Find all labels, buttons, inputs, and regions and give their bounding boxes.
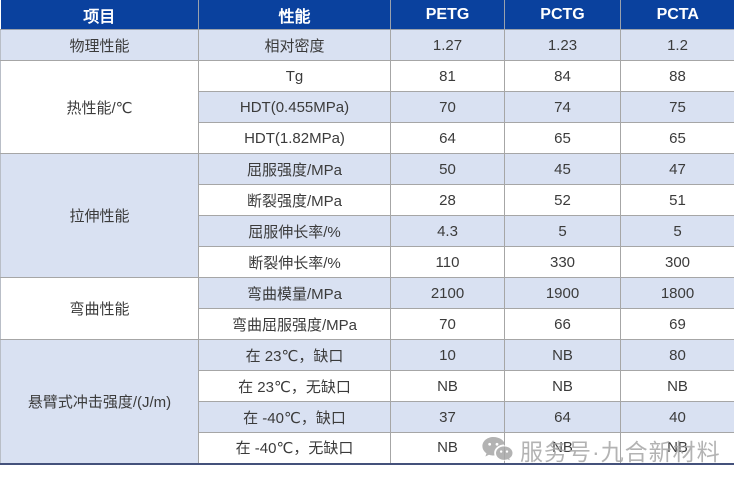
header-pctg: PCTG [504, 0, 621, 30]
value-cell: 300 [620, 246, 734, 278]
value-cell: 69 [620, 308, 734, 340]
value-cell: 10 [390, 339, 505, 371]
value-cell: NB [620, 370, 734, 402]
value-cell: 37 [390, 401, 505, 433]
value-cell: 28 [390, 184, 505, 216]
property-cell: 在 23℃，无缺口 [198, 370, 391, 402]
value-cell: 330 [504, 246, 621, 278]
property-cell: 在 -40℃，无缺口 [198, 432, 391, 464]
property-cell: 在 -40℃，缺口 [198, 401, 391, 433]
table-row: 弯曲屈服强度/MPa 70 66 69 [1, 308, 734, 340]
value-cell: 70 [390, 91, 505, 123]
value-cell: NB [504, 339, 621, 371]
table-row: 拉伸性能 屈服强度/MPa 50 45 47 [0, 153, 734, 278]
value-cell: 70 [390, 308, 505, 340]
value-cell: 74 [504, 91, 621, 123]
header-property: 性能 [198, 0, 391, 30]
table-row: HDT(0.455MPa) 70 74 75 [1, 91, 734, 123]
value-cell: 50 [390, 153, 505, 185]
category-cell: 拉伸性能 [0, 153, 199, 278]
value-cell: 1.2 [620, 29, 734, 61]
property-cell: 屈服伸长率/% [198, 215, 391, 247]
header-row: 项目 性能 PETG PCTG PCTA [0, 0, 734, 30]
property-cell: 弯曲屈服强度/MPa [198, 308, 391, 340]
property-cell: HDT(1.82MPa) [198, 122, 391, 154]
category-cell: 热性能/℃ [0, 60, 199, 154]
category-cell: 弯曲性能 [0, 277, 199, 340]
value-cell: NB [390, 370, 505, 402]
table-row: HDT(1.82MPa) 64 65 65 [1, 122, 734, 154]
value-cell: 2100 [390, 277, 505, 309]
value-cell: 65 [504, 122, 621, 154]
category-cell: 悬臂式冲击强度/(J/m) [0, 339, 199, 464]
value-cell: 47 [620, 153, 734, 185]
value-cell: 1.27 [390, 29, 505, 61]
table-body: 物理性能 相对密度 1.27 1.23 1.2 热性能/℃ Tg 81 84 88 HDT(0.45… [0, 29, 734, 464]
value-cell: 52 [504, 184, 621, 216]
table-row: 在 -40℃，无缺口 NB NB NB [1, 432, 734, 464]
property-cell: 在 23℃，缺口 [198, 339, 391, 371]
value-cell: 51 [620, 184, 734, 216]
value-cell: 5 [620, 215, 734, 247]
value-cell: 1.23 [504, 29, 621, 61]
value-cell: 75 [620, 91, 734, 123]
value-cell: 64 [504, 401, 621, 433]
value-cell: 64 [390, 122, 505, 154]
value-cell: 4.3 [390, 215, 505, 247]
property-cell: 相对密度 [198, 29, 391, 61]
value-cell: 5 [504, 215, 621, 247]
property-cell: 断裂伸长率/% [198, 246, 391, 278]
property-cell: 屈服强度/MPa [198, 153, 391, 185]
value-cell: 1900 [504, 277, 621, 309]
value-cell: NB [504, 432, 621, 464]
category-cell: 物理性能 [0, 29, 199, 61]
table-row: 在 23℃，无缺口 NB NB NB [1, 370, 734, 402]
value-cell: 84 [504, 60, 621, 92]
material-properties-table: 项目 性能 PETG PCTG PCTA 物理性能 相对密度 1.27 1.23 1.2… [0, 0, 734, 465]
property-cell: 断裂强度/MPa [198, 184, 391, 216]
header-item: 项目 [0, 0, 199, 30]
value-cell: 65 [620, 122, 734, 154]
value-cell: 66 [504, 308, 621, 340]
value-cell: NB [390, 432, 505, 464]
value-cell: 81 [390, 60, 505, 92]
value-cell: 80 [620, 339, 734, 371]
header-petg: PETG [390, 0, 505, 30]
value-cell: NB [504, 370, 621, 402]
table-row: 弯曲性能 弯曲模量/MPa 2100 1900 1800 [0, 277, 734, 340]
property-cell: 弯曲模量/MPa [198, 277, 391, 309]
value-cell: 40 [620, 401, 734, 433]
value-cell: 88 [620, 60, 734, 92]
property-cell: Tg [198, 60, 391, 92]
property-cell: HDT(0.455MPa) [198, 91, 391, 123]
value-cell: 110 [390, 246, 505, 278]
value-cell: 45 [504, 153, 621, 185]
table-row: 物理性能 相对密度 1.27 1.23 1.2 [0, 29, 734, 61]
header-pcta: PCTA [620, 0, 734, 30]
table-row: 屈服伸长率/% 4.3 5 5 [1, 215, 734, 247]
table-row: 断裂伸长率/% 110 330 300 [1, 246, 734, 278]
table-row: 悬臂式冲击强度/(J/m) 在 23℃，缺口 10 NB 80 [0, 339, 734, 464]
table-row: 热性能/℃ Tg 81 84 88 [0, 60, 734, 154]
value-cell: NB [620, 432, 734, 464]
value-cell: 1800 [620, 277, 734, 309]
table-row: 断裂强度/MPa 28 52 51 [1, 184, 734, 216]
